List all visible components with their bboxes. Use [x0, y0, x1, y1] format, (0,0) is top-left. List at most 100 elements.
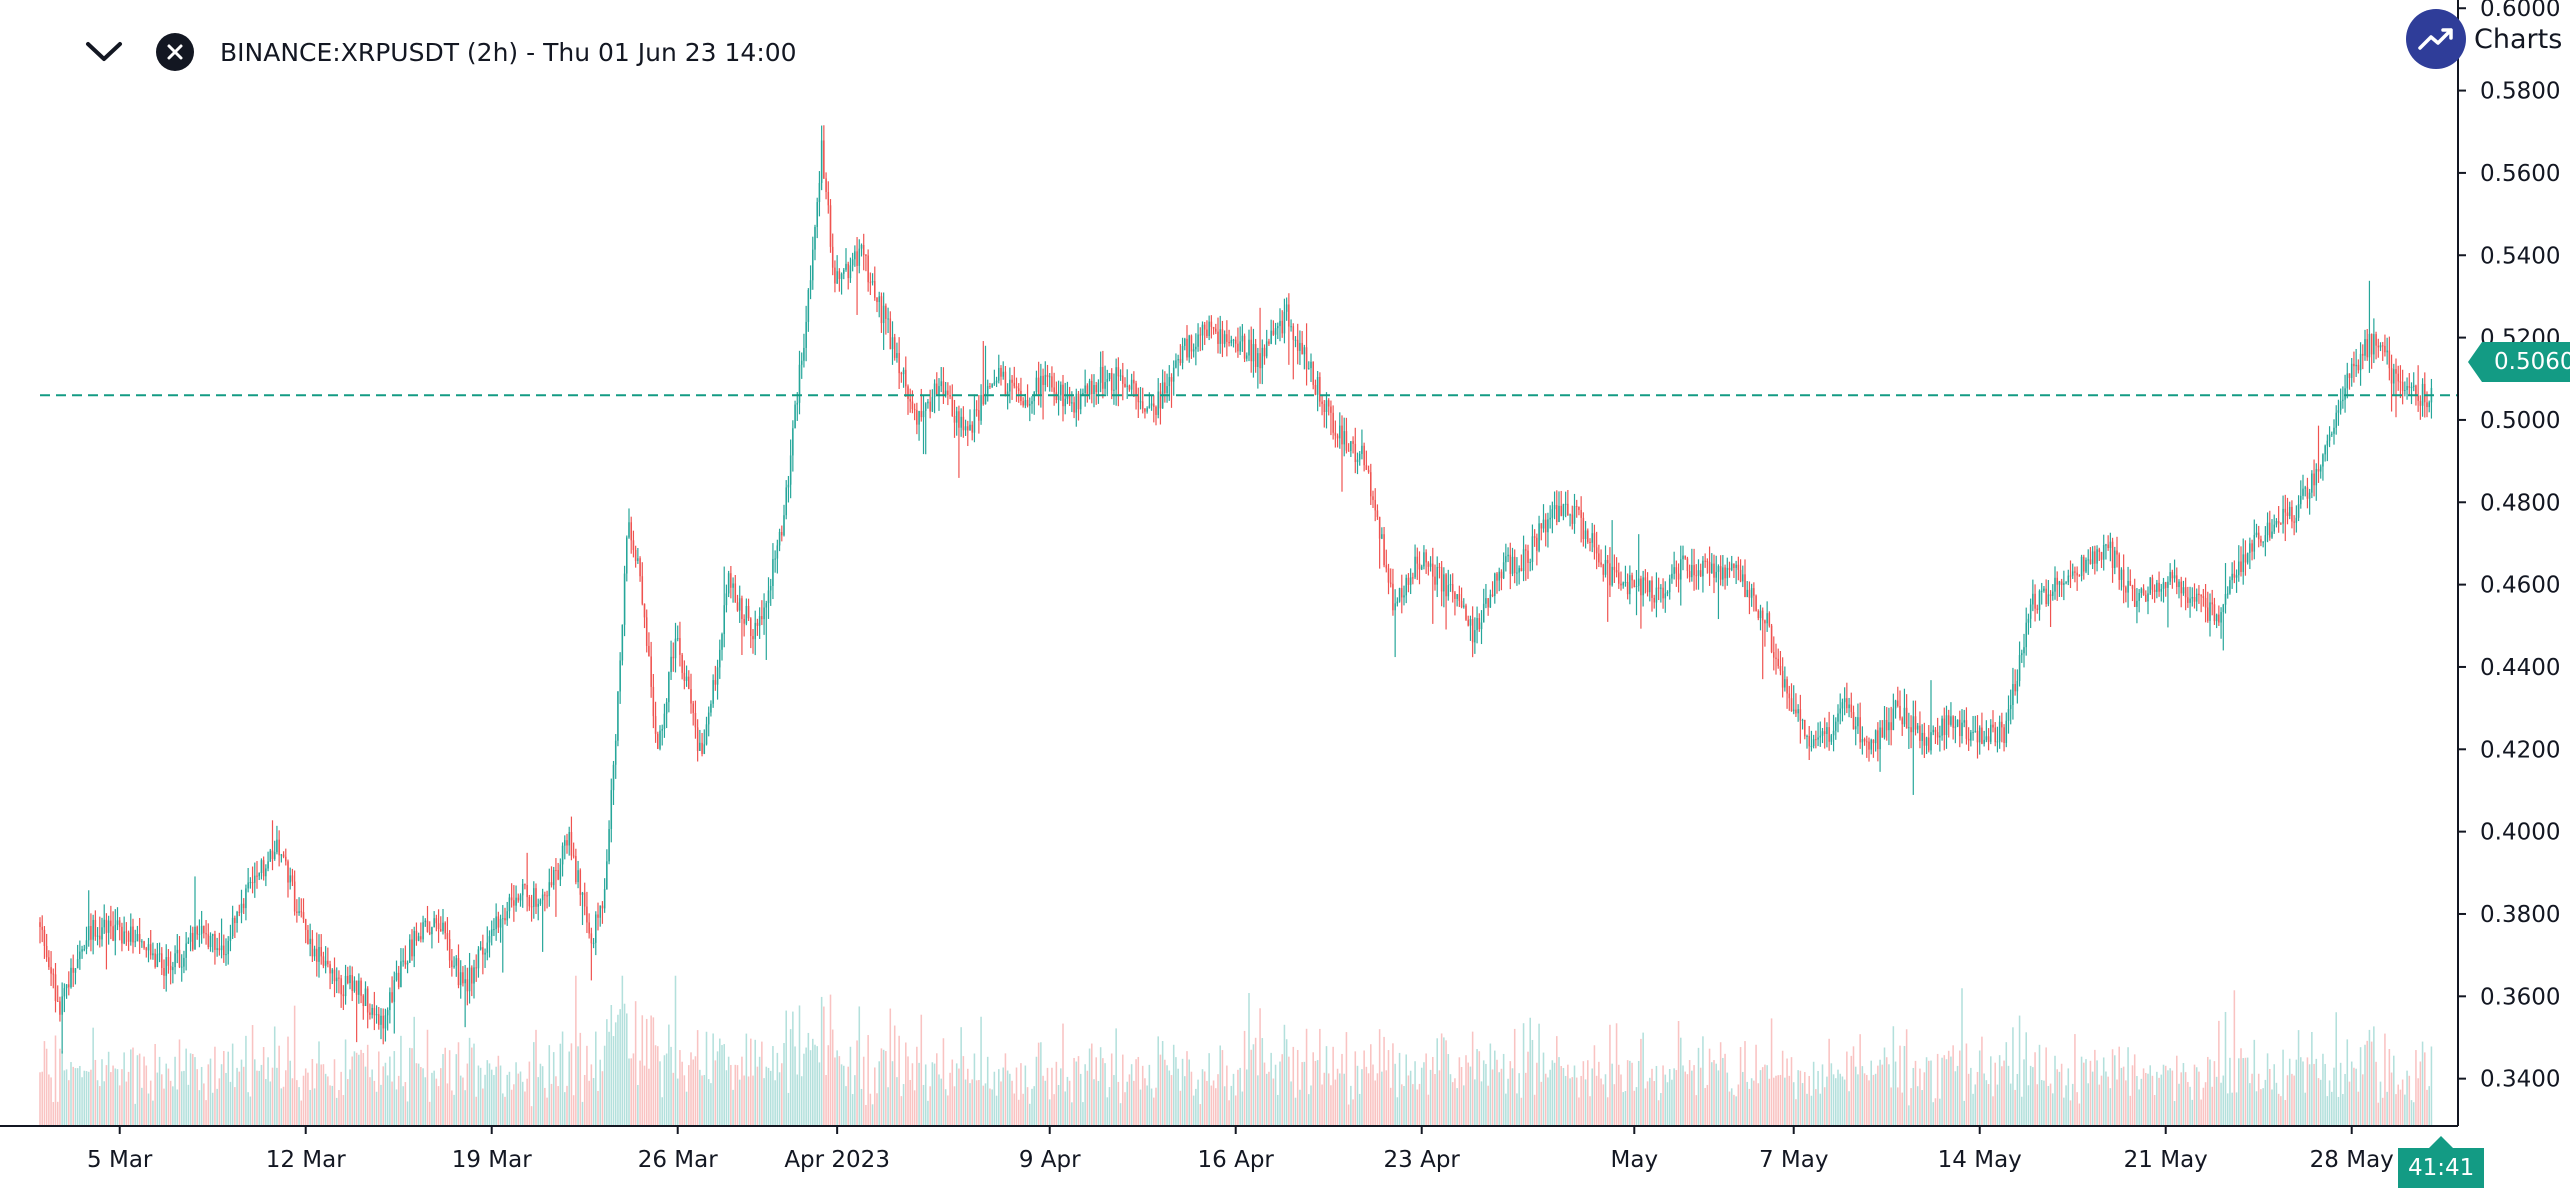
volume-bar: [2080, 1056, 2083, 1126]
candle-body: [2246, 552, 2249, 563]
volume-bar: [1595, 1075, 1598, 1126]
candle-body: [1722, 567, 1724, 580]
candle-body: [1525, 549, 1527, 551]
candle-body: [1336, 435, 1339, 439]
chevron-down-icon[interactable]: [80, 28, 128, 76]
volume-bar: [1352, 1099, 1354, 1126]
candle-body: [849, 265, 852, 279]
candle-body: [2032, 593, 2034, 605]
volume-bar: [2189, 1086, 2191, 1126]
volume-bar: [1538, 1023, 1540, 1126]
volume-bar: [2038, 1044, 2041, 1126]
candle-body: [161, 953, 163, 969]
volume-bar: [1181, 1058, 1184, 1126]
volume-bar: [1903, 1045, 1906, 1126]
volume-bar: [617, 1014, 619, 1126]
candle-body: [1963, 720, 1965, 723]
candle-body: [1872, 739, 1875, 744]
candle-body: [2271, 531, 2273, 538]
candle-body: [2142, 588, 2145, 595]
candle-body: [163, 968, 165, 976]
candle-body: [1159, 391, 1162, 409]
candle-body: [1903, 707, 1906, 725]
candle-body: [1974, 730, 1977, 732]
candle-body: [285, 856, 287, 862]
volume-bar: [2091, 1071, 2094, 1126]
candle-body: [978, 410, 980, 421]
candle-body: [1547, 519, 1549, 533]
volume-bar: [2065, 1085, 2067, 1126]
volume-bar: [1640, 1038, 1642, 1126]
candle-body: [1458, 594, 1461, 601]
volume-bar: [1186, 1051, 1188, 1126]
volume-bar: [395, 1089, 398, 1126]
candle-body: [798, 364, 801, 403]
candle-body: [1642, 577, 1644, 596]
volume-bar: [973, 1053, 976, 1126]
candle-body: [1221, 329, 1224, 344]
volume-bar: [1102, 1058, 1104, 1126]
volume-bar: [1288, 1056, 1290, 1126]
volume-bar: [1212, 1080, 1215, 1126]
volume-bar: [1365, 1066, 1368, 1126]
brand[interactable]: Charts p: [2406, 4, 2570, 74]
candle-body: [1440, 567, 1443, 592]
volume-bar: [1119, 1103, 1122, 1126]
candle-body: [621, 624, 624, 661]
volume-bar: [911, 1063, 914, 1126]
volume-bar: [949, 1072, 951, 1126]
volume-bar: [156, 1072, 159, 1126]
candle-body: [710, 703, 712, 713]
volume-bar: [876, 1093, 878, 1126]
candle-body: [980, 394, 982, 421]
candle-body: [203, 925, 205, 934]
candle-body: [530, 906, 533, 908]
volume-bar: [1691, 1070, 1693, 1126]
volume-bar: [1130, 1064, 1133, 1126]
volume-bar: [654, 1045, 657, 1126]
candle-body: [304, 919, 307, 930]
volume-bar: [812, 1038, 814, 1126]
candle-body: [984, 393, 987, 405]
candle-body: [519, 895, 522, 901]
candle-body: [380, 1015, 382, 1025]
candle-body: [2131, 585, 2134, 589]
volume-bar: [1985, 1080, 1988, 1126]
candle-body: [683, 672, 686, 681]
candle-body: [812, 249, 814, 281]
volume-bar: [1042, 1075, 1044, 1126]
volume-bar: [1476, 1049, 1478, 1126]
volume-bar: [1688, 1060, 1691, 1126]
x-tick-label: Apr 2023: [784, 1147, 890, 1173]
volume-bar: [225, 1072, 227, 1126]
volume-bar: [736, 1065, 739, 1126]
candle-body: [1883, 719, 1886, 738]
volume-bar: [2311, 1031, 2313, 1126]
candle-body: [1835, 721, 1837, 731]
last-price-label: 0.5060: [2482, 342, 2570, 382]
volume-bar: [2005, 1042, 2008, 1126]
volume-bar: [273, 1026, 276, 1126]
volume-bar: [1327, 1073, 1330, 1126]
candle-body: [477, 949, 480, 969]
candle-body: [1757, 610, 1760, 619]
volume-bar: [174, 1056, 176, 1126]
y-tick-label: 0.5800: [2480, 79, 2560, 105]
candle-body: [1363, 445, 1365, 466]
volume-bar: [1234, 1095, 1237, 1126]
candle-body: [1471, 619, 1474, 643]
candle-body: [371, 1007, 373, 1015]
candle-body: [568, 832, 570, 846]
volume-bar: [962, 1056, 965, 1126]
volume-bar: [834, 1057, 836, 1126]
candle-body: [1846, 698, 1848, 709]
candle-body: [1299, 342, 1301, 351]
candle-body: [769, 585, 772, 591]
close-icon[interactable]: [156, 33, 194, 71]
volume-bar: [466, 1063, 469, 1126]
candle-body: [1925, 737, 1928, 746]
volume-bar: [929, 1086, 931, 1126]
volume-bar: [1064, 1091, 1066, 1126]
candle-body: [1635, 585, 1638, 587]
